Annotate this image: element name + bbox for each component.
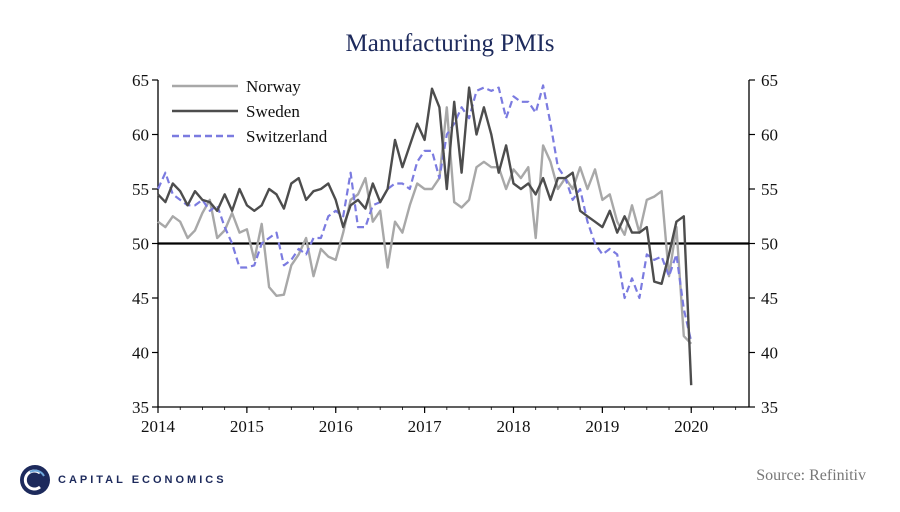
chart-axes: 35 35 40 40 45 45 50 50 55 55 60 60 65 65 2014 2015 2016… [132,71,778,436]
x-tick-label: 2015 [230,417,264,436]
x-tick-label: 2014 [141,417,176,436]
chart-legend: Norway Sweden Switzerland [172,77,328,146]
series-line-norway [157,106,693,345]
series-line-sweden [157,86,693,386]
y-tick-label-right: 35 [761,398,778,417]
y-tick-label-right: 45 [761,289,778,308]
y-tick-label-left: 40 [132,344,149,363]
y-tick-label-left: 55 [132,180,149,199]
x-tick-label: 2019 [585,417,619,436]
chart-series [156,84,693,386]
y-tick-label-right: 60 [761,126,778,145]
legend-label-sweden: Sweden [246,102,300,121]
legend-label-switzerland: Switzerland [246,127,328,146]
source-note: Source: Refinitiv [756,467,866,484]
y-tick-label-left: 60 [132,126,149,145]
chart-title: Manufacturing PMIs [345,30,555,57]
x-tick-label: 2016 [319,417,353,436]
y-tick-label-left: 45 [132,289,149,308]
y-tick-label-right: 40 [761,344,778,363]
y-tick-label-right: 50 [761,235,778,254]
y-tick-label-left: 50 [132,235,149,254]
x-tick-label: 2017 [408,417,443,436]
y-tick-label-right: 65 [761,71,778,90]
pmi-line-chart: 35 35 40 40 45 45 50 50 55 55 60 60 65 65 2014 2015 2016… [132,71,778,436]
capital-economics-logo: CAPITAL ECONOMICS [18,462,227,498]
x-tick-label: 2018 [496,417,530,436]
logo-text: CAPITAL ECONOMICS [58,474,227,486]
capital-economics-logo-icon [20,465,50,495]
y-tick-label-right: 55 [761,180,778,199]
y-tick-label-left: 35 [132,398,149,417]
legend-label-norway: Norway [246,77,301,96]
x-tick-label: 2020 [674,417,708,436]
series-line-switzerland [156,84,693,342]
y-tick-label-left: 65 [132,71,149,90]
